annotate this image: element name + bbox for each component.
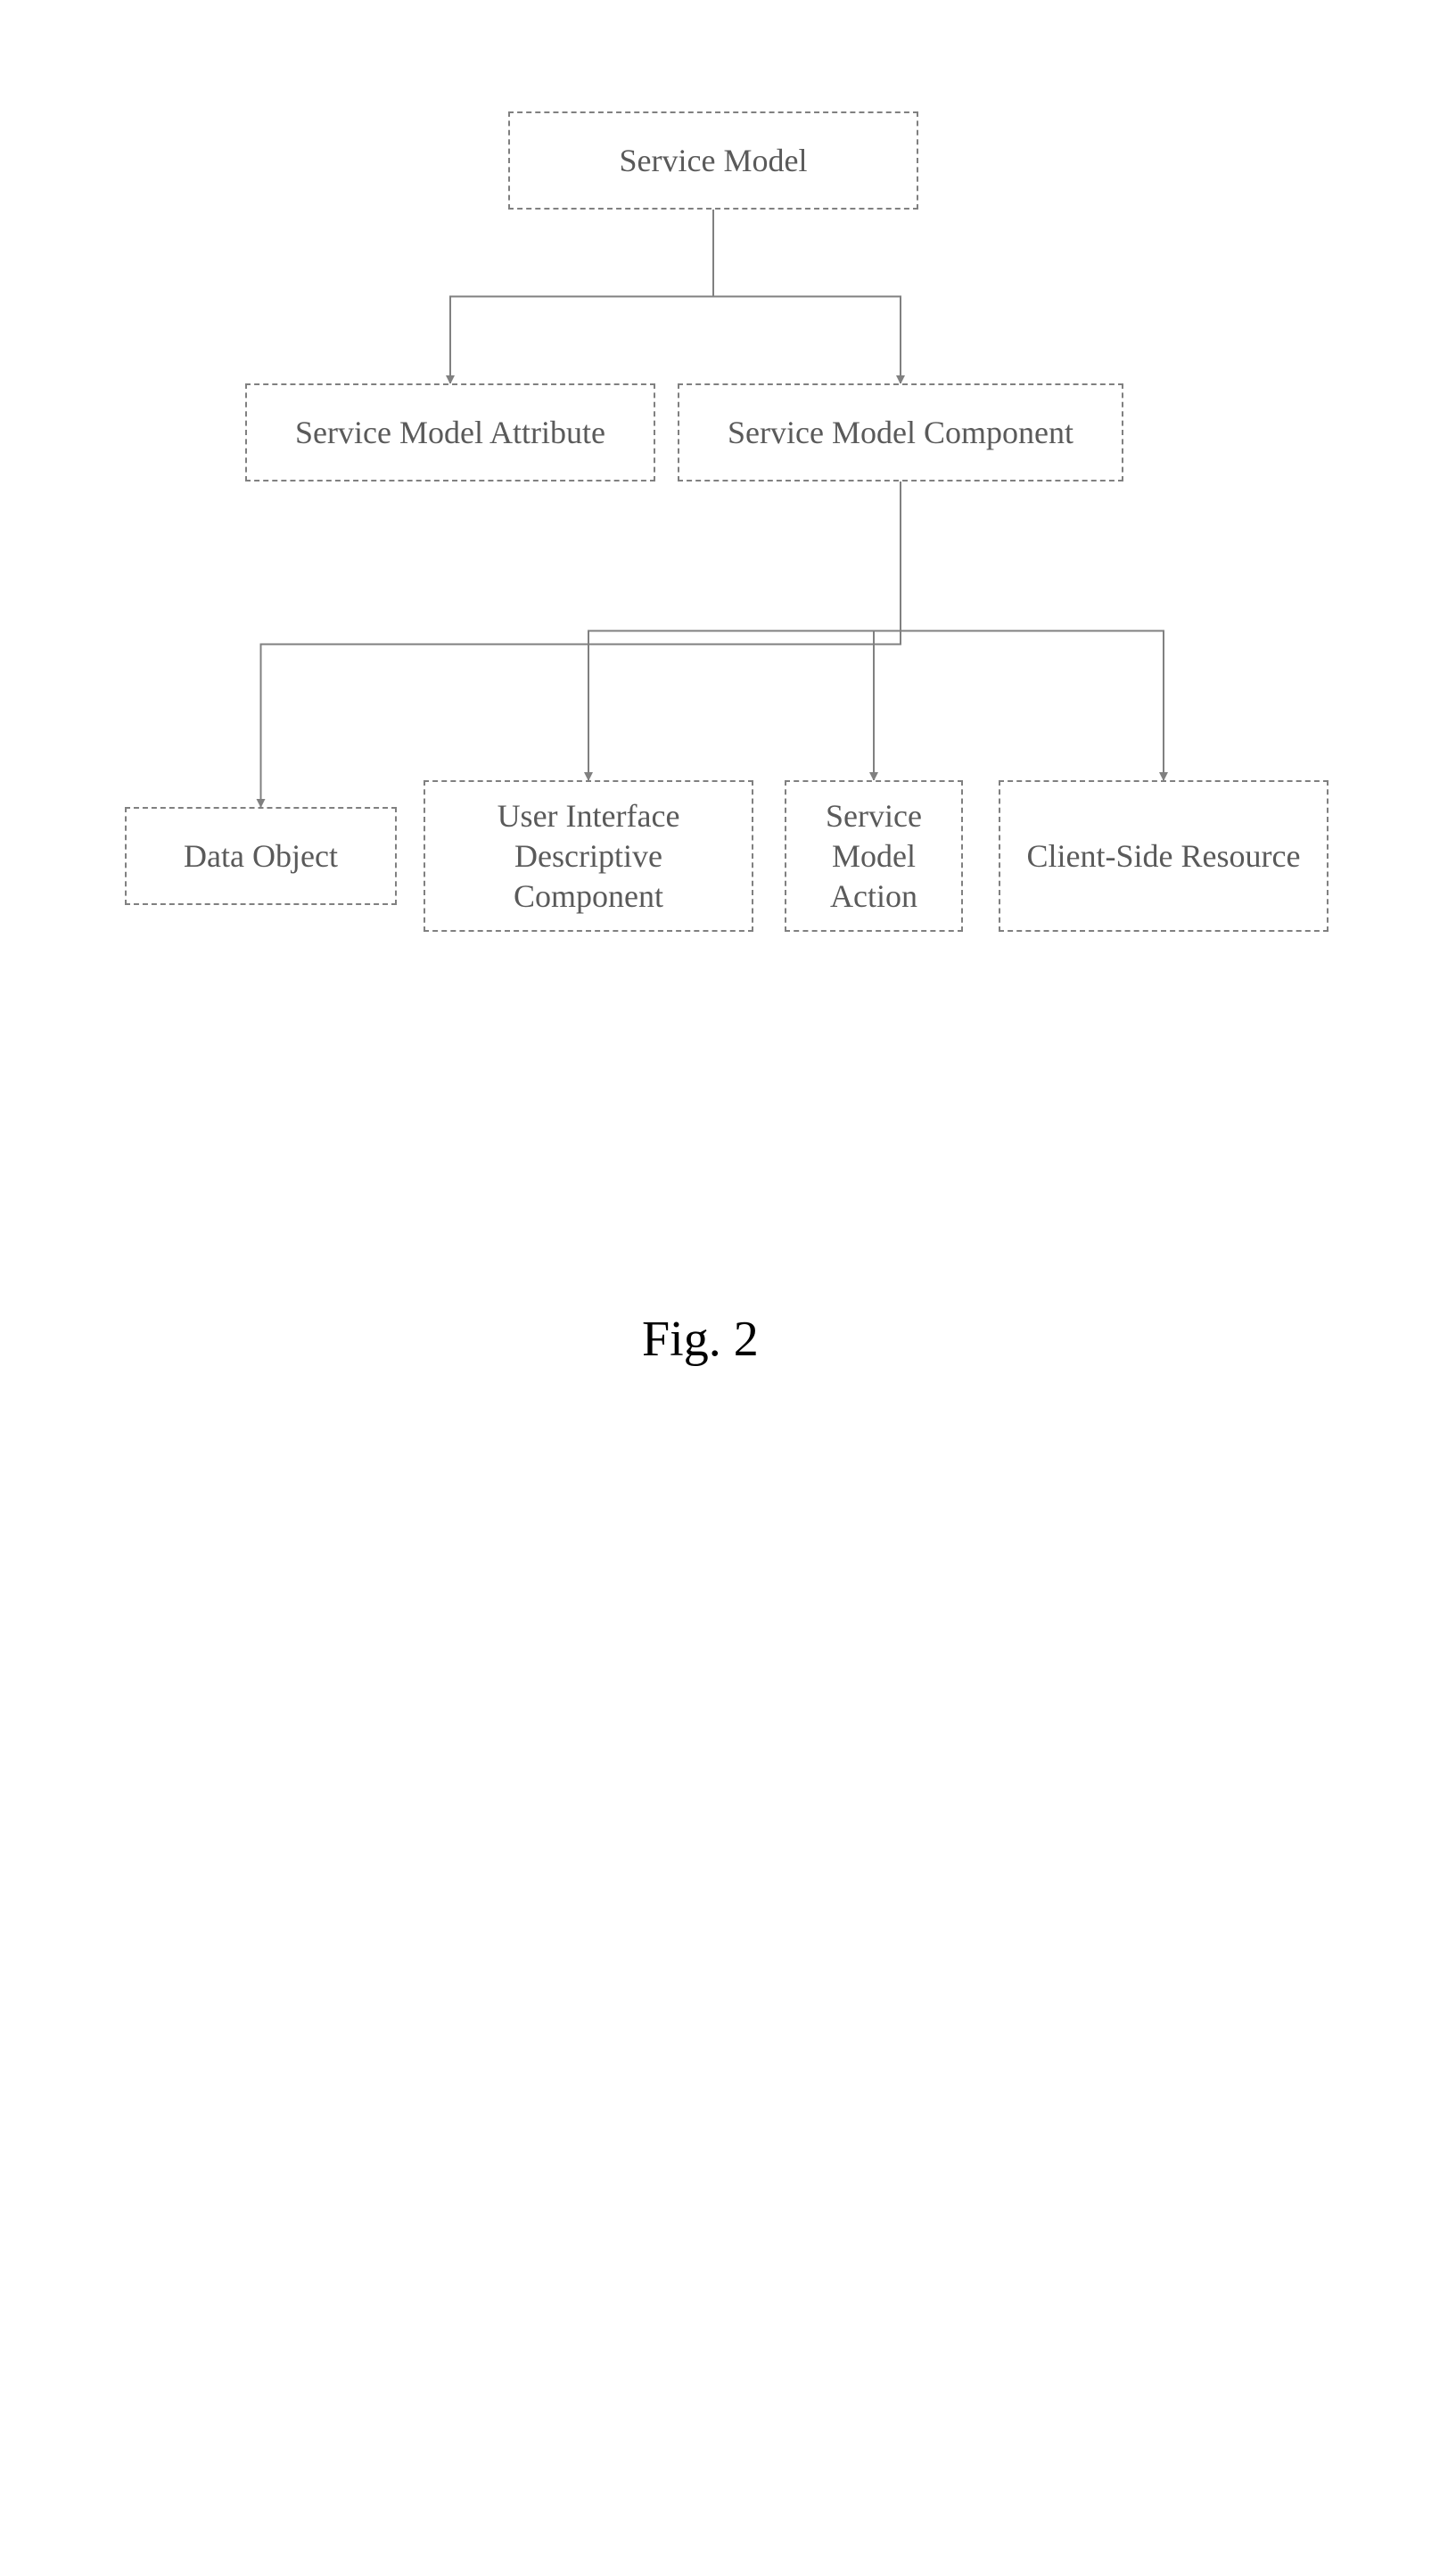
node-client-side-resource: Client-Side Resource	[999, 780, 1328, 932]
node-data-object: Data Object	[125, 807, 397, 905]
node-service-model-action: Service Model Action	[785, 780, 963, 932]
diagram-canvas: { "type": "tree", "background_color": "#…	[0, 0, 1456, 2568]
node-service-model-attribute: Service Model Attribute	[245, 383, 655, 482]
node-service-model-component: Service Model Component	[678, 383, 1123, 482]
node-label: Service Model	[620, 141, 808, 181]
node-label: Service Model Attribute	[295, 413, 605, 453]
node-ui-descriptive-component: User Interface Descriptive Component	[424, 780, 753, 932]
figure-caption: Fig. 2	[642, 1311, 759, 1368]
node-label: Data Object	[184, 836, 338, 877]
node-label: Client-Side Resource	[1027, 836, 1301, 877]
node-label: Service Model Action	[797, 796, 950, 917]
node-label: Service Model Component	[728, 413, 1073, 453]
node-label: User Interface Descriptive Component	[436, 796, 741, 917]
node-service-model: Service Model	[508, 111, 918, 210]
